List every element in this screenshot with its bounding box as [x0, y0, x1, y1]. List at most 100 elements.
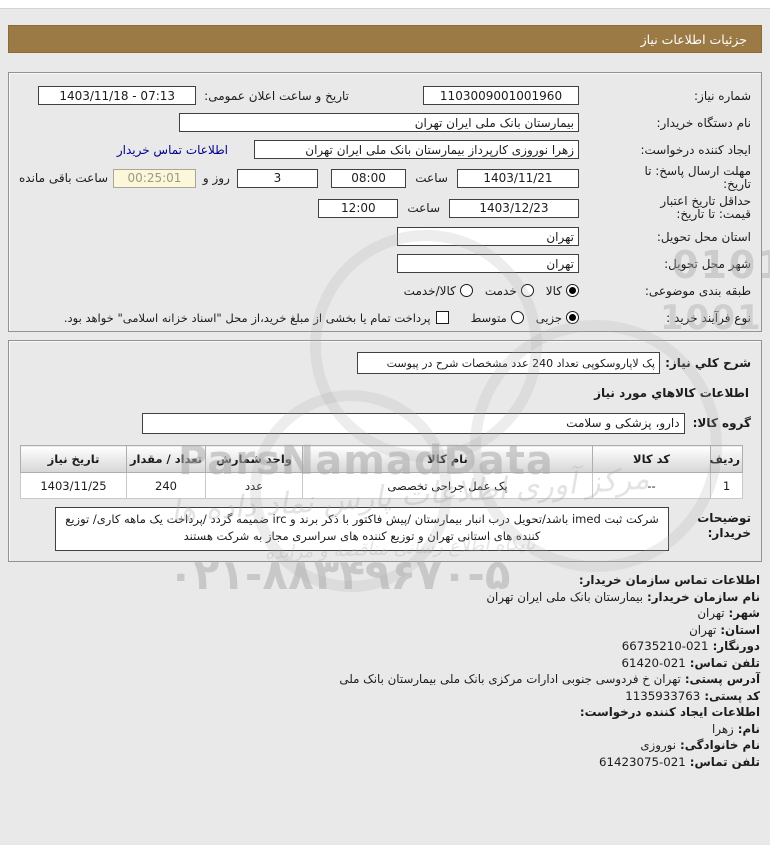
contact-line-phone: تلفن تماس:61420-021: [10, 655, 760, 672]
process-option-minor-label: جزیی: [535, 310, 562, 325]
delivery-city-label: شهر محل تحویل:: [664, 256, 751, 271]
category-radio-goods[interactable]: [566, 284, 579, 297]
delivery-province-label: استان محل تحویل:: [656, 229, 751, 244]
org-name-value: بیمارستان بانک ملی ایران تهران: [486, 589, 644, 604]
remaining-time-label: ساعت باقی مانده: [19, 171, 109, 185]
need-description-label: شرح کلي نیاز:: [665, 356, 751, 370]
phone-label: تلفن تماس:: [689, 655, 760, 670]
treasury-docs-checkbox[interactable]: [435, 311, 449, 324]
contact-line-fax: دورنگار:66735210-021: [10, 638, 760, 655]
goods-table: ردیف کد کالا نام کالا واحد شمارش تعداد /…: [20, 445, 743, 499]
process-radio-medium[interactable]: [510, 311, 524, 324]
reply-deadline-label: مهلت ارسال پاسخ: تا تاریخ:: [644, 164, 751, 191]
remaining-days-field[interactable]: 3: [236, 168, 318, 188]
announce-datetime-field[interactable]: 1403/11/18 - 07:13: [38, 86, 197, 105]
postal-code-value: 1135933763: [625, 688, 701, 703]
reply-deadline-date-field[interactable]: 1403/11/21: [456, 168, 579, 188]
org-name-label: نام سازمان خریدار:: [647, 589, 760, 604]
postal-code-label: کد پستی:: [704, 688, 760, 703]
buyer-notes-field[interactable]: شرکت ثبت imed باشد/تحویل درب انبار بیمار…: [55, 507, 669, 551]
contact-line-address: آدرس پستی:تهران خ فردوسی جنوبی ادارات مر…: [10, 671, 760, 688]
province-label: استان:: [720, 622, 760, 637]
phone-value: 61420-021: [621, 655, 686, 670]
contact-line-postal-code: کد پستی:1135933763: [10, 688, 760, 705]
creator-line-last-name: نام خانوادگی:نوروزی: [10, 737, 760, 754]
announce-label: تاریخ و ساعت اعلان عمومی:: [204, 88, 349, 103]
category-radio-goods-service[interactable]: [459, 284, 473, 297]
need-number-row: شماره نیاز: 1103009001001960 تاریخ و ساع…: [19, 82, 751, 109]
page-title-bar: جزئیات اطلاعات نیاز: [8, 25, 762, 53]
province-value: تهران: [689, 622, 717, 637]
goods-info-panel: شرح کلي نیاز: پک لاپاروسکوپی تعداد 240 ع…: [8, 340, 762, 562]
buyer-org-field[interactable]: بیمارستان بانک ملی ایران تهران: [179, 113, 579, 132]
process-radio-minor[interactable]: [566, 311, 579, 324]
col-unit: واحد شمارش: [205, 445, 303, 473]
process-option-medium-label: متوسط: [470, 310, 507, 325]
need-description-row: شرح کلي نیاز: پک لاپاروسکوپی تعداد 240 ع…: [19, 350, 751, 376]
col-item-code: کد کالا: [592, 445, 711, 473]
cell-item-name: پک عمل جراحی تخصصی: [302, 472, 593, 499]
purchase-process-label: نوع فرآیند خرید :: [666, 310, 751, 325]
reply-deadline-hour-label: ساعت: [415, 171, 448, 185]
cell-quantity: 240: [126, 472, 206, 499]
request-creator-field[interactable]: زهرا نوروزی کارپرداز بیمارستان بانک ملی …: [254, 140, 579, 159]
creator-contact-heading: اطلاعات ایجاد کننده درخواست:: [579, 705, 760, 719]
remaining-days-label: روز و: [202, 171, 230, 185]
buyer-org-label: نام دستگاه خریدار:: [656, 115, 752, 130]
first-name-value: زهرا: [712, 721, 734, 736]
fax-label: دورنگار:: [712, 639, 760, 653]
delivery-province-field[interactable]: تهران: [397, 227, 579, 246]
creator-phone-label: تلفن تماس:: [689, 754, 760, 769]
cell-unit: عدد: [205, 472, 303, 499]
reply-deadline-time-field[interactable]: 08:00: [330, 168, 407, 188]
remaining-time-field[interactable]: 00:25:01: [113, 168, 196, 188]
address-value: تهران خ فردوسی جنوبی ادارات مرکزی بانک م…: [339, 672, 681, 686]
col-quantity: تعداد / مقدار: [126, 445, 206, 473]
cell-item-code: --: [592, 472, 711, 499]
city-label: شهر:: [728, 606, 760, 620]
subject-category-label: طبقه بندی موضوعی:: [644, 283, 751, 298]
request-creator-label: ایجاد کننده درخواست:: [640, 142, 751, 157]
goods-group-label: گروه کالا:: [692, 416, 751, 430]
delivery-city-field[interactable]: تهران: [397, 254, 579, 273]
goods-group-row: گروه کالا: دارو، پزشکی و سلامت: [19, 409, 751, 437]
price-validity-label: حداقل تاریخ اعتبار قیمت: تا تاریخ:: [660, 194, 751, 221]
goods-section-heading: اطلاعات کالاهاي مورد نیاز: [594, 386, 749, 400]
goods-table-header-row: ردیف کد کالا نام کالا واحد شمارش تعداد /…: [20, 445, 743, 473]
buyer-notes-label: توضیحات خریدار:: [697, 511, 751, 540]
creator-line-first-name: نام:زهرا: [10, 721, 760, 738]
creator-line-phone: تلفن تماس:61423075-021: [10, 754, 760, 771]
cell-row-number: 1: [710, 472, 743, 499]
subject-category-row: طبقه بندی موضوعی: کالا خدمت کالا/خدمت: [19, 277, 751, 304]
address-label: آدرس پستی:: [684, 672, 760, 686]
buyer-contact-link[interactable]: اطلاعات تماس خریدار: [116, 142, 228, 157]
need-description-field[interactable]: پک لاپاروسکوپی تعداد 240 عدد مشخصات شرح …: [357, 352, 661, 374]
purchase-process-row: نوع فرآیند خرید : جزیی متوسط پرداخت تمام…: [19, 304, 751, 331]
creator-phone-value: 61423075-021: [598, 754, 686, 769]
need-number-label: شماره نیاز:: [694, 88, 751, 103]
contact-line-province: استان:تهران: [10, 622, 760, 639]
last-name-value: نوروزی: [640, 738, 677, 752]
price-validity-date-field[interactable]: 1403/12/23: [449, 198, 579, 218]
org-contact-heading: اطلاعات تماس سازمان خریدار:: [578, 573, 760, 587]
goods-table-row: 1 -- پک عمل جراحی تخصصی عدد 240 1403/11/…: [20, 472, 743, 499]
first-name-label: نام:: [737, 721, 760, 736]
contact-section: اطلاعات تماس سازمان خریدار: نام سازمان خ…: [10, 572, 760, 770]
fax-value: 66735210-021: [621, 639, 709, 653]
contact-line-org-name: نام سازمان خریدار:بیمارستان بانک ملی ایر…: [10, 589, 760, 606]
city-value: تهران: [697, 606, 725, 620]
goods-group-field[interactable]: دارو، پزشکی و سلامت: [141, 412, 685, 434]
col-item-name: نام کالا: [302, 445, 593, 473]
delivery-city-row: شهر محل تحویل: تهران: [19, 250, 751, 277]
need-number-field[interactable]: 1103009001001960: [423, 86, 579, 105]
price-validity-time-field[interactable]: 12:00: [318, 198, 399, 218]
page-title: جزئیات اطلاعات نیاز: [640, 31, 747, 47]
treasury-docs-label: پرداخت تمام یا بخشی از مبلغ خرید،از محل …: [63, 310, 431, 325]
col-need-date: تاریخ نیاز: [20, 445, 127, 473]
price-validity-hour-label: ساعت: [407, 201, 440, 215]
category-radio-service[interactable]: [520, 284, 534, 297]
category-option-goods-service-label: کالا/خدمت: [403, 283, 456, 298]
delivery-province-row: استان محل تحویل: تهران: [19, 223, 751, 250]
request-creator-row: ایجاد کننده درخواست: زهرا نوروزی کارپردا…: [19, 136, 751, 163]
